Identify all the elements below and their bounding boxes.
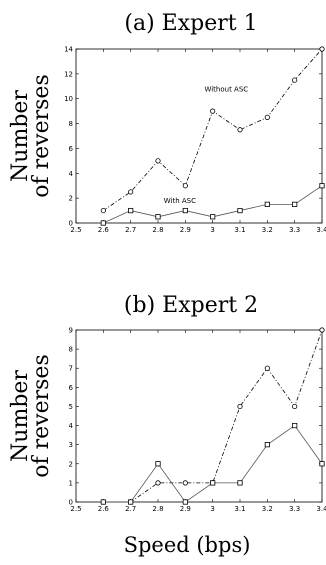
y-tick-label: 3 <box>69 441 73 449</box>
y-tick-label: 4 <box>69 170 74 178</box>
y-axis-label-line2: of reverses <box>29 354 54 477</box>
y-tick-label: 10 <box>64 95 73 103</box>
series-annotation: Without ASC <box>204 85 248 93</box>
x-axis-label: Speed (bps) <box>124 533 251 557</box>
x-tick-label: 2.5 <box>70 226 81 234</box>
series-line-circle <box>103 48 323 211</box>
chart-title: (a) Expert 1 <box>124 11 257 36</box>
data-point-circle <box>292 77 298 83</box>
data-point-circle <box>182 183 188 189</box>
x-tick-label: 2.7 <box>125 505 136 513</box>
x-tick-label: 2.6 <box>98 226 110 234</box>
data-point-circle <box>237 127 243 133</box>
x-tick-label: 2.6 <box>98 505 110 513</box>
y-tick-label: 4 <box>69 422 74 430</box>
data-point-square <box>155 461 161 467</box>
x-tick-label: 2.8 <box>152 505 163 513</box>
y-tick-label: 2 <box>69 460 73 468</box>
x-tick-label: 2.8 <box>152 226 163 234</box>
x-tick-label: 3 <box>210 505 214 513</box>
y-tick-label: 8 <box>69 120 73 128</box>
data-point-circle <box>319 46 325 52</box>
data-point-square <box>292 422 298 429</box>
data-point-square <box>100 220 106 226</box>
y-tick-label: 8 <box>69 346 73 354</box>
data-point-circle <box>128 189 134 195</box>
data-point-square <box>237 207 243 214</box>
x-tick-label: 3.1 <box>234 505 245 513</box>
data-point-circle <box>264 114 270 120</box>
x-tick-label: 3.2 <box>262 505 273 513</box>
x-tick-label: 3 <box>210 226 214 234</box>
x-tick-label: 3.3 <box>289 226 300 234</box>
data-point-square <box>319 461 325 467</box>
data-point-circle <box>182 480 188 486</box>
data-point-square <box>319 183 325 189</box>
data-point-circle <box>155 158 161 164</box>
y-axis-label-line1: Number <box>8 90 33 182</box>
y-tick-label: 9 <box>69 327 73 335</box>
y-tick-label: 1 <box>69 479 73 487</box>
x-tick-label: 3.1 <box>234 226 245 234</box>
y-tick-label: 2 <box>69 195 73 203</box>
data-point-square <box>292 201 298 207</box>
data-point-circle <box>155 480 161 486</box>
series-line-circle <box>103 329 323 503</box>
chart-title: (b) Expert 2 <box>124 293 258 318</box>
y-tick-label: 6 <box>69 384 74 392</box>
series-annotation: With ASC <box>164 197 196 205</box>
plot-frame <box>75 48 323 224</box>
x-tick-label: 2.7 <box>125 226 136 234</box>
data-point-circle <box>100 207 106 214</box>
x-tick-label: 3.4 <box>316 226 326 234</box>
y-tick-label: 6 <box>69 145 74 153</box>
y-tick-label: 0 <box>69 499 73 507</box>
x-tick-label: 2.5 <box>70 505 81 513</box>
series-line-square <box>103 425 323 503</box>
data-point-square <box>155 214 161 220</box>
x-tick-label: 3.3 <box>289 505 300 513</box>
data-point-square <box>264 442 270 448</box>
y-tick-label: 7 <box>69 365 73 373</box>
y-tick-label: 14 <box>64 46 73 54</box>
data-point-square <box>182 499 188 505</box>
plot-frame <box>75 329 323 503</box>
x-tick-label: 2.9 <box>180 226 191 234</box>
data-point-square <box>210 214 216 220</box>
data-point-circle <box>210 108 216 114</box>
y-tick-label: 0 <box>69 220 73 228</box>
x-tick-label: 3.4 <box>316 505 326 513</box>
data-point-circle <box>264 365 270 371</box>
y-tick-label: 12 <box>64 70 73 78</box>
data-point-circle <box>319 327 325 333</box>
data-point-square <box>210 480 216 486</box>
x-tick-label: 3.2 <box>262 226 273 234</box>
y-axis-label-line1: Number <box>8 370 33 462</box>
y-axis-label-line2: of reverses <box>29 74 54 197</box>
data-point-square <box>128 499 134 505</box>
data-point-square <box>100 499 106 505</box>
data-point-circle <box>292 403 298 410</box>
data-point-square <box>264 201 270 207</box>
data-point-square <box>237 480 243 486</box>
y-tick-label: 5 <box>69 403 73 411</box>
data-point-square <box>128 207 134 214</box>
x-tick-label: 2.9 <box>180 505 191 513</box>
data-point-circle <box>237 403 243 410</box>
data-point-square <box>182 207 188 214</box>
